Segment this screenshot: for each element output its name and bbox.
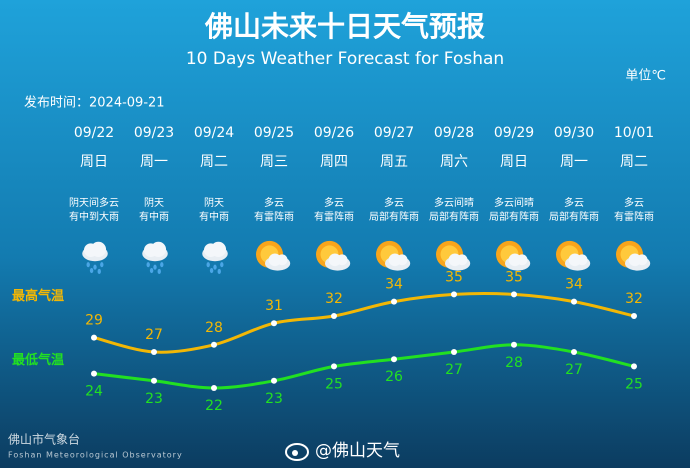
point	[391, 298, 397, 305]
date: 09/28	[434, 125, 474, 141]
footer-account: @佛山天气	[315, 441, 400, 461]
point	[151, 349, 157, 355]
condition: 多云	[264, 196, 284, 209]
weekday: 周二	[620, 154, 648, 170]
value-label: 32	[325, 291, 343, 307]
point	[91, 370, 97, 377]
value-label: 24	[85, 384, 103, 400]
condition: 多云	[324, 196, 344, 209]
weekday: 周三	[260, 154, 288, 170]
point	[151, 377, 157, 384]
point	[571, 349, 577, 355]
condition: 多云	[564, 196, 584, 209]
weekday: 周五	[380, 154, 408, 170]
value-label: 27	[445, 362, 463, 378]
date: 09/27	[374, 125, 414, 141]
point	[631, 313, 637, 319]
subtitle: 10 Days Weather Forecast for Foshan	[186, 49, 504, 69]
date: 09/30	[554, 125, 594, 141]
weekday: 周六	[440, 154, 468, 170]
weekday: 周日	[500, 154, 528, 170]
point	[331, 363, 337, 370]
temperature-line	[93, 292, 635, 354]
weekday: 周二	[200, 154, 228, 170]
date: 09/29	[494, 125, 534, 141]
point	[511, 291, 517, 298]
condition: 有中雨	[199, 210, 229, 223]
date: 09/25	[254, 125, 294, 141]
date: 10/01	[614, 125, 654, 141]
legend-label: 最高气温	[12, 288, 64, 304]
value-label: 32	[625, 291, 643, 307]
condition: 阴天	[204, 197, 224, 209]
point	[211, 341, 217, 348]
condition: 局部有阵雨	[429, 210, 479, 223]
value-label: 29	[85, 313, 103, 329]
condition: 有雷阵雨	[614, 210, 654, 223]
point	[571, 298, 577, 305]
weekday: 周一	[140, 154, 168, 170]
condition: 多云间晴	[434, 196, 474, 209]
date: 09/22	[74, 125, 114, 141]
condition: 有中雨	[139, 210, 169, 223]
value-label: 25	[325, 376, 343, 392]
value-label: 35	[505, 269, 523, 285]
condition: 阴天	[144, 197, 164, 209]
footer-org-en: Foshan Meteorological Observatory	[8, 451, 183, 460]
temperature-line	[93, 343, 635, 390]
value-label: 28	[505, 355, 523, 371]
weekday: 周四	[320, 154, 348, 170]
condition: 多云	[384, 196, 404, 209]
value-label: 27	[145, 327, 163, 343]
value-label: 26	[385, 369, 403, 385]
condition: 多云	[624, 196, 644, 209]
issued: 发布时间：2024-09-21	[24, 95, 165, 111]
point	[211, 385, 217, 391]
value-label: 31	[265, 298, 283, 314]
condition: 阴天间多云	[69, 196, 119, 209]
value-label: 34	[385, 277, 403, 293]
point	[271, 320, 277, 327]
condition: 多云间晴	[494, 196, 534, 209]
title: 佛山未来十日天气预报	[204, 10, 485, 43]
condition: 局部有阵雨	[489, 210, 539, 223]
condition: 有中到大雨	[69, 210, 119, 223]
condition: 局部有阵雨	[549, 210, 599, 223]
weibo-logo	[285, 443, 309, 461]
value-label: 35	[445, 269, 463, 285]
weekday: 周一	[560, 154, 588, 170]
point	[331, 313, 337, 319]
unit: 单位℃	[625, 69, 666, 84]
point	[271, 377, 277, 384]
point	[391, 356, 397, 363]
value-label: 34	[565, 277, 583, 293]
value-label: 28	[205, 320, 223, 336]
value-label: 23	[265, 391, 283, 407]
footer-org: 佛山市气象台	[8, 432, 80, 447]
point	[451, 349, 457, 355]
weekday: 周日	[80, 154, 108, 170]
value-label: 23	[145, 391, 163, 407]
value-label: 22	[205, 398, 223, 414]
point	[631, 363, 637, 370]
condition: 有雷阵雨	[254, 210, 294, 223]
point	[451, 291, 457, 298]
legend-label: 最低气温	[12, 352, 64, 368]
date: 09/26	[314, 125, 354, 141]
point	[511, 341, 517, 348]
date: 09/24	[194, 125, 234, 141]
condition: 有雷阵雨	[314, 210, 354, 223]
date: 09/23	[134, 125, 174, 141]
value-label: 25	[625, 376, 643, 392]
value-label: 27	[565, 362, 583, 378]
point	[91, 334, 97, 341]
condition: 局部有阵雨	[369, 210, 419, 223]
